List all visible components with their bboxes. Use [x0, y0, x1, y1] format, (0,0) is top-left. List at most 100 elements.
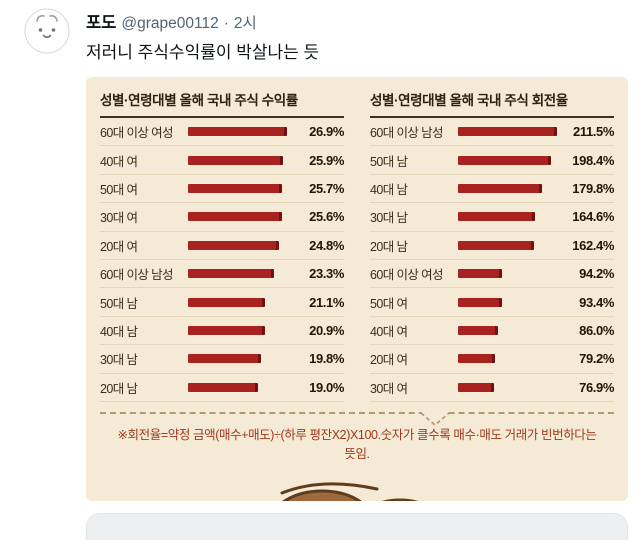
bar [188, 212, 283, 222]
bar [458, 325, 499, 335]
bar-track [188, 240, 289, 250]
bar-track [458, 325, 559, 335]
category-label: 20대 여 [370, 353, 408, 368]
bar [458, 269, 503, 279]
chart-row: 20대 여 79.2% [370, 345, 614, 374]
display-name[interactable]: 포도 [86, 14, 117, 32]
bar-track [458, 269, 559, 279]
bar-track [458, 240, 559, 250]
category-label: 60대 이상 여성 [100, 126, 174, 141]
next-card-preview[interactable] [86, 513, 628, 540]
value-label: 25.9% [309, 152, 344, 168]
value-label: 86.0% [579, 322, 614, 338]
value-label: 20.9% [309, 322, 344, 338]
category-label: 50대 남 [370, 154, 408, 169]
bar [458, 354, 496, 364]
chart-row: 30대 여 25.6% [100, 203, 344, 232]
chart-row: 30대 남 19.8% [100, 345, 344, 374]
user-handle[interactable]: @grape00112 [121, 15, 219, 32]
chart-rows: 60대 이상 남성 211.5% 50대 남 198.4% 40대 남 179.8% 30대… [370, 118, 614, 402]
bar [188, 382, 258, 392]
chart-footnote: ※회전율=약정 금액(매수+매도)÷(하루 평잔X2)X100.숫자가 클수록 … [117, 427, 597, 462]
bar [188, 297, 266, 307]
value-label: 211.5% [573, 124, 614, 140]
chart-row: 50대 남 198.4% [370, 146, 614, 175]
bar [188, 183, 283, 193]
bar [188, 155, 284, 165]
value-label: 23.3% [309, 266, 344, 282]
value-label: 79.2% [579, 351, 614, 367]
dashed-divider [100, 411, 614, 426]
bar [188, 240, 280, 250]
chart-row: 40대 여 25.9% [100, 146, 344, 175]
bar [188, 354, 261, 364]
chart-row: 40대 여 86.0% [370, 317, 614, 346]
chart-row: 20대 남 19.0% [100, 374, 344, 402]
acorn-illustration-icon [280, 482, 419, 501]
value-label: 179.8% [572, 180, 614, 196]
category-label: 30대 남 [370, 211, 408, 226]
chart-row: 50대 남 21.1% [100, 288, 344, 317]
tweet-text: 저러니 주식수익률이 박살나는 듯 [86, 43, 320, 62]
chart-title: 성별·연령대별 올해 국내 주식 수익률 [100, 89, 344, 118]
bar-track [458, 183, 559, 193]
bar-track [458, 127, 559, 137]
chart-row: 50대 여 93.4% [370, 288, 614, 317]
chart-row: 60대 이상 여성 94.2% [370, 260, 614, 289]
bar [458, 382, 495, 392]
bar [458, 155, 552, 165]
callout-notch-icon [420, 411, 450, 426]
value-label: 19.0% [309, 379, 344, 395]
bar [458, 297, 502, 307]
value-label: 19.8% [309, 351, 344, 367]
bar-track [188, 183, 289, 193]
illustration [100, 473, 614, 501]
category-label: 30대 여 [370, 381, 408, 396]
value-label: 162.4% [572, 237, 614, 253]
value-label: 26.9% [309, 124, 344, 140]
bar-track [188, 127, 289, 137]
category-label: 50대 남 [100, 296, 138, 311]
chart-title: 성별·연령대별 올해 국내 주식 회전율 [370, 89, 614, 118]
chart-row: 50대 여 25.7% [100, 175, 344, 204]
value-label: 24.8% [309, 237, 344, 253]
bar-track [458, 155, 559, 165]
value-label: 25.6% [309, 209, 344, 225]
chart-row: 20대 여 24.8% [100, 232, 344, 260]
category-label: 60대 이상 남성 [370, 126, 444, 141]
category-label: 40대 남 [100, 324, 138, 339]
value-label: 25.7% [309, 180, 344, 196]
bar-track [188, 155, 289, 165]
avatar[interactable] [24, 8, 70, 54]
chart-row: 60대 이상 남성 211.5% [370, 118, 614, 147]
embedded-infographic[interactable]: 성별·연령대별 올해 국내 주식 수익률 60대 이상 여성 26.9% 40대 여… [86, 77, 628, 501]
category-label: 20대 남 [100, 381, 138, 396]
bar-track [188, 354, 289, 364]
bar [188, 269, 274, 279]
chart-row: 60대 이상 남성 23.3% [100, 260, 344, 289]
tweet-header: 포도 @grape00112 · 2시 [86, 9, 630, 33]
category-label: 30대 여 [100, 211, 138, 226]
value-label: 164.6% [572, 209, 614, 225]
tweet-timestamp[interactable]: 2시 [233, 15, 257, 32]
value-label: 21.1% [309, 294, 344, 310]
category-label: 20대 남 [370, 239, 408, 254]
category-label: 40대 남 [370, 182, 408, 197]
chart-row: 20대 남 162.4% [370, 232, 614, 260]
value-label: 76.9% [579, 379, 614, 395]
chart-rows: 60대 이상 여성 26.9% 40대 여 25.9% 50대 여 25.7% 30대 여 2… [100, 118, 344, 402]
bar-track [188, 269, 289, 279]
chart-returns: 성별·연령대별 올해 국내 주식 수익률 60대 이상 여성 26.9% 40대 여… [100, 89, 344, 402]
category-label: 50대 여 [370, 296, 408, 311]
chart-turnover: 성별·연령대별 올해 국내 주식 회전율 60대 이상 남성 211.5% 50대 … [370, 89, 614, 402]
chart-row: 30대 남 164.6% [370, 203, 614, 232]
bar-track [458, 297, 559, 307]
value-label: 198.4% [572, 152, 614, 168]
bar-track [188, 212, 289, 222]
bar [188, 127, 287, 137]
chart-row: 40대 남 179.8% [370, 175, 614, 204]
value-label: 94.2% [579, 266, 614, 282]
chart-row: 40대 남 20.9% [100, 317, 344, 346]
category-label: 20대 여 [100, 239, 138, 254]
